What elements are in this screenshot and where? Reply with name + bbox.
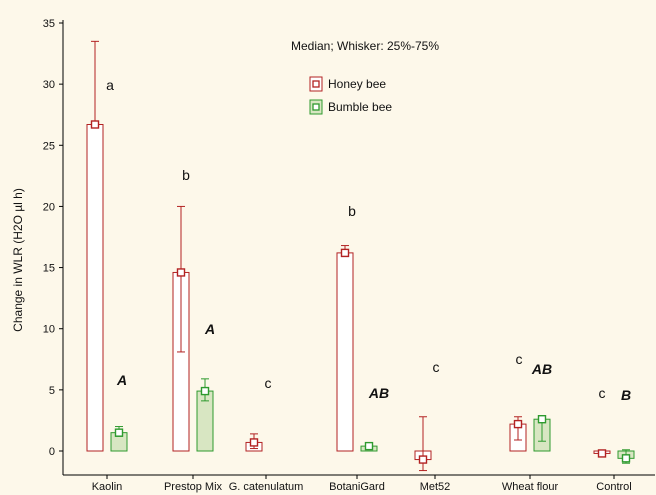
median-marker [537, 415, 547, 424]
significance-letter: a [106, 77, 114, 93]
median-marker [364, 441, 374, 451]
significance-letter: c [265, 375, 272, 391]
median-marker [176, 268, 186, 277]
significance-letter: c [433, 359, 440, 375]
significance-letter: c [599, 385, 606, 401]
x-tick-label: BotaniGard [329, 481, 385, 493]
x-tick-label: Kaolin [92, 481, 123, 493]
legend: Honey bee Bumble bee [309, 76, 392, 115]
significance-letter: b [348, 203, 356, 219]
median-marker [249, 438, 259, 447]
significance-letter: A [116, 372, 127, 388]
y-tick-label: 20 [43, 201, 55, 213]
y-tick-label: 15 [43, 263, 55, 275]
median-marker [597, 449, 607, 458]
significance-letter: AB [531, 361, 552, 377]
x-tick-label: Wheat flour [502, 481, 559, 493]
legend-marker [312, 103, 320, 111]
median-marker [621, 454, 631, 463]
y-tick-label: 25 [43, 140, 55, 152]
y-tick-label: 35 [43, 18, 55, 30]
bar-honey-bee [86, 123, 104, 452]
axes: 0 5 10 15 20 25 30 35 Kaolin Prestop Mix G. catenu… [43, 18, 655, 493]
y-tick-label: 0 [49, 446, 55, 458]
legend-item-honey-bee: Honey bee [309, 76, 386, 92]
chart-annotation: Median; Whisker: 25%-75% [291, 39, 439, 53]
significance-letter: AB [368, 385, 389, 401]
bars [86, 40, 635, 472]
significance-letter: B [621, 387, 631, 403]
legend-marker [312, 80, 320, 88]
median-marker [90, 120, 100, 129]
bar-honey-bee [336, 252, 354, 452]
x-tick-label: G. catenulatum [229, 481, 304, 493]
y-tick-label: 10 [43, 324, 55, 336]
legend-item-bumble-bee: Bumble bee [309, 99, 392, 115]
legend-label: Bumble bee [328, 100, 392, 114]
x-tick-label: Met52 [420, 481, 451, 493]
y-tick-label: 30 [43, 79, 55, 91]
x-tick-label: Prestop Mix [164, 481, 223, 493]
median-marker [418, 455, 428, 464]
significance-letter: A [204, 321, 215, 337]
y-axis-title: Change in WLR (H2O µl h) [11, 188, 25, 332]
y-tick-label: 5 [49, 385, 55, 397]
significance-letter: b [182, 167, 190, 183]
legend-label: Honey bee [328, 77, 386, 91]
x-tick-label: Control [596, 481, 631, 493]
significance-letters: a b c b c c c A A AB AB B [106, 77, 631, 403]
median-marker [114, 428, 124, 437]
median-marker [340, 248, 350, 258]
median-marker [513, 419, 523, 429]
median-marker [200, 386, 210, 396]
significance-letter: c [516, 351, 523, 367]
